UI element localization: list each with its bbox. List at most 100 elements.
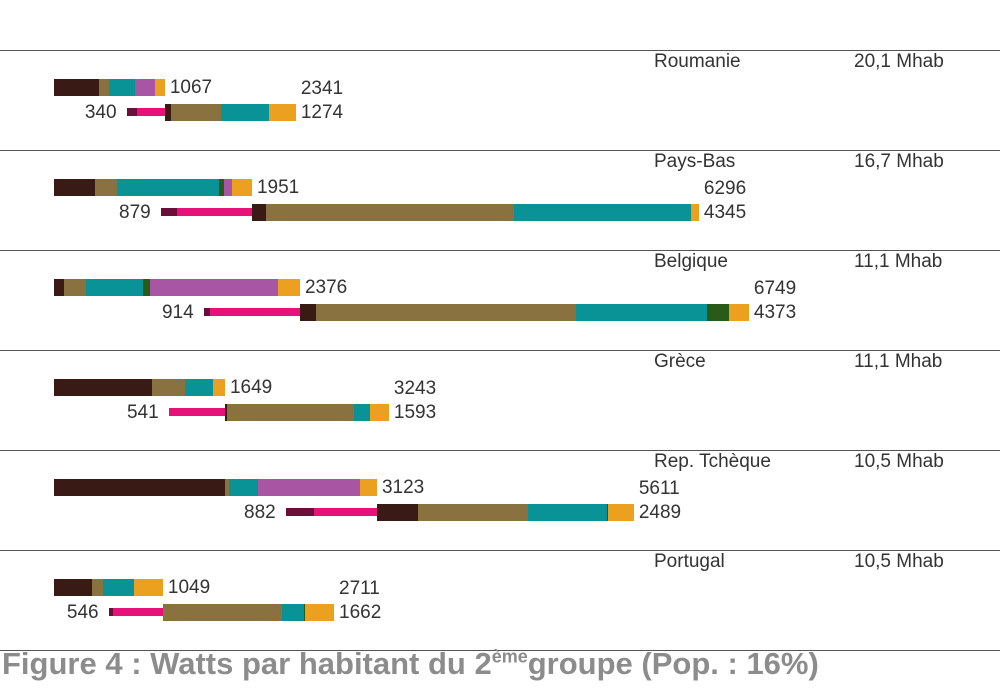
- row-divider: [0, 250, 1000, 251]
- lower-left-label: 879: [119, 202, 151, 223]
- lower-bar-segment-orange: [369, 404, 389, 421]
- lower-bar-segment-orange: [268, 104, 296, 121]
- upper-bar-segment-olive: [63, 279, 86, 296]
- upper-total-label: 1649: [229, 377, 273, 398]
- caption-suffix: groupe (Pop. : 16%): [527, 646, 819, 681]
- lower-left-label: 882: [244, 502, 276, 523]
- upper-bar-segment-teal: [85, 279, 143, 296]
- lower-left-label: 340: [84, 102, 117, 123]
- peak-total-label: 2711: [339, 578, 380, 599]
- lower-bar-segment-dark_green: [606, 504, 608, 521]
- peak-total-label: 6296: [703, 178, 747, 199]
- upper-bar-segment-dark_green: [142, 279, 150, 296]
- upper-bar-segment-purple: [149, 279, 278, 296]
- country-name: Rep. Tchèque: [654, 451, 771, 472]
- upper-bar-segment-dark_brown: [54, 79, 99, 96]
- country-name: Pays-Bas: [654, 151, 736, 172]
- lower-bar-segment-dark_brown: [376, 504, 418, 521]
- upper-bar-segment-orange: [360, 479, 377, 496]
- lower-bar-segment-olive: [265, 204, 514, 221]
- upper-bar-segment-purple: [134, 79, 155, 96]
- upper-bar-segment-dark_brown: [54, 479, 225, 496]
- lower-total-label: 1593: [393, 402, 437, 423]
- lower-bar-segment-olive: [162, 604, 282, 621]
- lower-total-label: 1274: [300, 102, 344, 123]
- lower-negative-segment-maroon: [286, 508, 315, 516]
- upper-bar-segment-orange: [232, 179, 252, 196]
- lower-bar-segment-orange: [607, 504, 634, 521]
- lower-left-label: 914: [161, 302, 194, 323]
- row-divider: [0, 350, 1000, 351]
- lower-bar-segment-teal: [281, 604, 304, 621]
- lower-negative-segment-maroon: [126, 108, 137, 116]
- lower-bar-segment-dark_brown: [251, 204, 266, 221]
- upper-bar-segment-orange: [277, 279, 300, 296]
- caption-prefix: Figure 4 : Watts par habitant du 2: [2, 646, 492, 681]
- country-population: 11,1 Mhab: [854, 351, 943, 372]
- upper-total-label: 1951: [256, 177, 300, 198]
- lower-negative-segment-pink: [136, 108, 165, 116]
- upper-bar-segment-teal: [108, 79, 135, 96]
- upper-bar-segment-olive: [151, 379, 186, 396]
- country-population: 20,1 Mhab: [854, 51, 944, 72]
- upper-bar-segment-orange: [154, 79, 165, 96]
- upper-total-label: 3123: [381, 477, 425, 498]
- lower-bar-segment-dark_brown: [299, 304, 316, 321]
- upper-total-label: 2376: [304, 277, 348, 298]
- country-name: Grèce: [654, 351, 706, 372]
- upper-bar-segment-purple: [223, 179, 232, 196]
- lower-bar-segment-teal: [220, 104, 269, 121]
- country-name: Roumanie: [654, 51, 741, 72]
- upper-bar-segment-teal: [185, 379, 214, 396]
- peak-total-label: 2341: [300, 78, 344, 99]
- lower-negative-segment-maroon: [203, 308, 210, 316]
- peak-total-label: 5611: [638, 478, 680, 499]
- upper-bar-segment-teal: [116, 179, 219, 196]
- upper-bar-segment-orange: [133, 579, 163, 596]
- upper-bar-segment-teal: [228, 479, 258, 496]
- upper-bar-segment-olive: [98, 79, 109, 96]
- peak-total-label: 6749: [753, 278, 797, 299]
- lower-negative-segment-pink: [210, 308, 300, 316]
- lower-negative-segment-maroon: [161, 208, 177, 216]
- upper-bar-segment-olive: [91, 579, 103, 596]
- lower-bar-segment-teal: [575, 304, 707, 321]
- lower-bar-segment-dark_green: [303, 604, 305, 621]
- row-divider: [0, 550, 1000, 551]
- country-name: Belgique: [654, 251, 728, 272]
- upper-bar-segment-dark_brown: [54, 379, 152, 396]
- country-name: Portugal: [654, 551, 725, 572]
- lower-negative-segment-pink: [112, 608, 163, 616]
- lower-bar-segment-orange: [690, 204, 699, 221]
- lower-bar-segment-olive: [226, 404, 354, 421]
- lower-negative-segment-pink: [176, 208, 252, 216]
- lower-total-label: 4345: [703, 202, 747, 223]
- upper-bar-segment-dark_green: [218, 179, 224, 196]
- upper-bar-segment-purple: [258, 479, 360, 496]
- lower-bar-segment-olive: [170, 104, 221, 121]
- lower-bar-segment-dark_green: [706, 304, 729, 321]
- country-population: 16,7 Mhab: [854, 151, 944, 172]
- row-divider: [0, 450, 1000, 451]
- lower-left-label: 541: [126, 402, 159, 423]
- upper-total-label: 1049: [167, 577, 211, 598]
- country-population: 10,5 Mhab: [854, 551, 944, 572]
- lower-total-label: 4373: [753, 302, 797, 323]
- lower-total-label: 2489: [638, 502, 682, 523]
- figure-caption: Figure 4 : Watts par habitant du 2èmegro…: [2, 646, 819, 682]
- lower-bar-segment-olive: [315, 304, 576, 321]
- lower-negative-segment-pink: [314, 508, 377, 516]
- upper-total-label: 1067: [169, 77, 213, 98]
- row-divider: [0, 150, 1000, 151]
- upper-bar-segment-dark_brown: [54, 279, 64, 296]
- lower-bar-segment-olive: [417, 504, 528, 521]
- upper-bar-segment-teal: [102, 579, 134, 596]
- upper-bar-segment-orange: [213, 379, 225, 396]
- caption-superscript: ème: [491, 646, 528, 667]
- lower-bar-segment-orange: [728, 304, 749, 321]
- lower-negative-segment-pink: [168, 408, 225, 416]
- country-population: 11,1 Mhab: [854, 251, 943, 272]
- country-population: 10,5 Mhab: [854, 451, 944, 472]
- lower-bar-segment-dark_brown: [224, 404, 227, 421]
- lower-negative-segment-maroon: [108, 608, 113, 616]
